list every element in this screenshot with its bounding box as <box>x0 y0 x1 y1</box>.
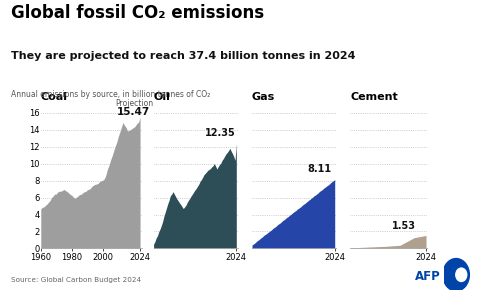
Text: Source: Global Carbon Budget 2024: Source: Global Carbon Budget 2024 <box>11 277 141 283</box>
Text: 12.35: 12.35 <box>205 128 236 138</box>
Circle shape <box>456 268 467 281</box>
Text: Gas: Gas <box>252 92 275 102</box>
Text: 15.47: 15.47 <box>117 107 150 117</box>
Text: 1.53: 1.53 <box>392 220 416 230</box>
Text: Projection: Projection <box>115 99 153 108</box>
Text: Coal: Coal <box>41 92 68 102</box>
Text: They are projected to reach 37.4 billion tonnes in 2024: They are projected to reach 37.4 billion… <box>11 51 355 61</box>
Text: 8.11: 8.11 <box>307 164 331 174</box>
Text: Global fossil CO₂ emissions: Global fossil CO₂ emissions <box>11 4 264 22</box>
Text: Cement: Cement <box>350 92 398 102</box>
Circle shape <box>443 258 469 291</box>
Text: AFP: AFP <box>415 270 441 283</box>
Text: Oil: Oil <box>154 92 170 102</box>
Text: Annual emissions by source, in billion tonnes of CO₂: Annual emissions by source, in billion t… <box>11 90 210 99</box>
